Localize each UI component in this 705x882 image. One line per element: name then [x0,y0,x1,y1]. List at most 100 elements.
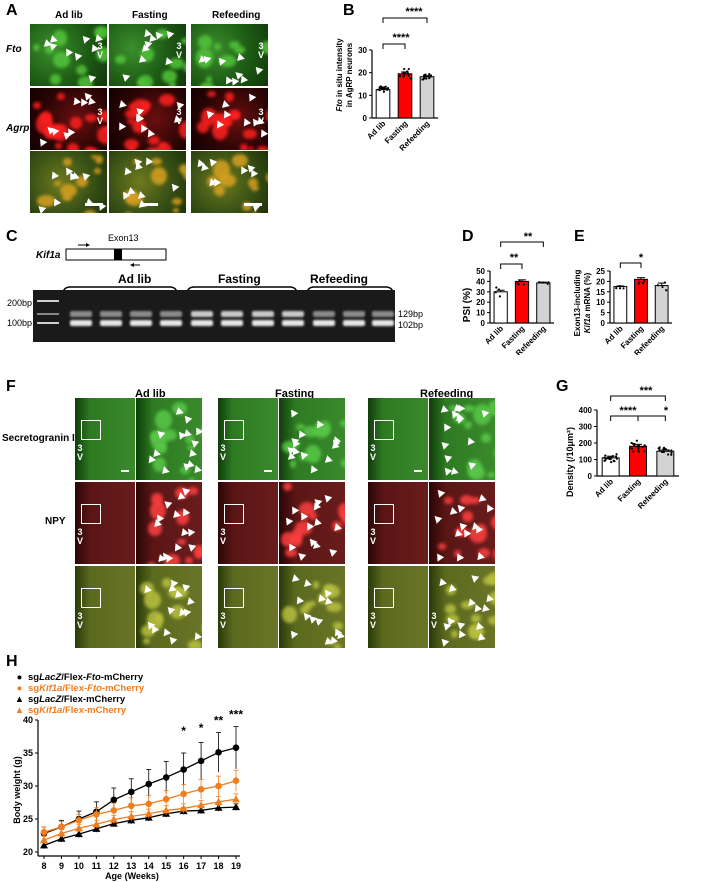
arrowhead-icon [184,526,196,537]
data-point [406,72,409,75]
micrograph-f-zoom-r1-c1 [279,482,345,564]
series-point [215,782,222,790]
panel-f-row-npy: NPY [45,516,66,527]
micrograph-f-zoom-r2-c0 [136,566,202,648]
data-point [643,279,646,282]
third-ventricle-label: 3 V [97,41,104,60]
data-point [603,456,606,459]
third-ventricle-label: 3 V [370,611,377,630]
data-point [522,283,525,286]
y-tick-label: 40 [476,277,485,286]
data-point [497,288,500,291]
arrowhead-icon [168,181,180,192]
series-point [214,797,223,805]
bar-2 [419,76,435,119]
y-tick-label: 30 [23,781,33,791]
gel-band-102 [100,320,122,326]
data-point [633,444,636,447]
data-point [667,449,670,452]
series-point [145,780,153,788]
data-point [618,287,622,290]
data-point [498,295,502,298]
data-point [398,74,402,78]
arrowhead-icon [161,626,172,637]
data-point [377,88,380,91]
panel-label-g: G [556,378,569,395]
series-point [40,836,48,844]
arrowhead-icon [181,413,193,424]
arrowhead-icon [237,73,248,84]
micrograph-f-overview-r2-c1: 3 V [218,566,278,648]
panel-d-sig-0: ** [510,252,519,264]
data-point [643,444,646,447]
arrowhead-icon [468,571,479,583]
y-tick-label: 20 [476,298,485,307]
triangle-marker-icon: ▲ [14,694,25,705]
data-point [637,450,640,453]
data-point [407,74,410,77]
micrograph-a-r2-c0 [30,151,107,213]
x-tick-label: 11 [92,861,102,871]
arrowhead-icon [302,578,312,588]
data-point [630,441,633,445]
panel-c-band-102: 102bp [398,320,424,330]
y-tick-label: 35 [23,748,33,758]
arrowhead-icon [120,71,131,83]
arrowhead-icon [191,630,202,640]
zoom-region-box [81,420,101,440]
third-ventricle-label: 3 V [176,41,183,60]
arrowhead-icon [449,466,459,475]
data-point [658,449,661,452]
arrowhead-icon [235,51,246,61]
panel-f-condition-refeeding: Refeeding [420,388,474,400]
significance-label: * [181,724,186,738]
arrowhead-icon [42,38,52,47]
gel-band-129 [313,311,335,317]
y-tick-label: 0 [601,319,606,328]
third-ventricle-label: 3 V [77,443,84,462]
panel-g-ylabel: Density (/10μm²) [565,427,575,497]
data-point [615,457,618,460]
arrowhead-icon [330,439,340,449]
panel-label-c: C [6,228,18,245]
arrowhead-icon [174,405,184,415]
legend-text-post: -mCherry [101,683,145,694]
legend-item-1: ● sgKif1a/Flex-Fto-mCherry [14,683,145,694]
significance-label: * [199,721,204,735]
third-ventricle-label: 3 V [77,527,84,546]
data-point [381,86,384,90]
legend-text-it2: Fto [87,683,102,694]
third-ventricle-label: 3 V [258,107,265,126]
scale-bar [414,470,422,472]
significance-bracket [610,395,666,401]
third-ventricle-label: 3 V [370,527,377,546]
third-ventricle-label: 3 V [176,107,183,126]
panel-a-row-agrp: Agrp [6,123,30,134]
gel-band-129 [70,311,92,317]
arrowhead-icon [49,169,60,180]
arrowhead-icon [440,421,451,432]
series-point [110,796,118,804]
y-tick-label: 30 [358,46,367,55]
panel-b-sig-0: **** [392,32,410,44]
legend-text-it2: Fto [86,672,101,683]
significance-bracket [382,43,406,49]
micrograph-f-overview-r0-c0: 3 V [75,398,135,480]
arrowhead-icon [311,540,321,550]
series-point [197,801,206,809]
panel-c-group-fasting: Fasting [218,272,261,286]
series-point [74,830,83,838]
arrowhead-icon [117,98,128,108]
arrowhead-icon [245,91,256,102]
series-point [40,841,48,849]
series-point [144,809,153,817]
legend-item-3: ▲ sgKif1a/Flex-mCherry [14,705,126,716]
y-tick-label: 25 [596,267,605,276]
y-tick-label: 0 [363,114,368,123]
significance-bracket [500,241,544,247]
arrowhead-icon [252,64,264,75]
svg-text:Fto in situ intensity: Fto in situ intensity [335,38,344,112]
series-point [109,815,118,823]
data-point [622,287,625,290]
